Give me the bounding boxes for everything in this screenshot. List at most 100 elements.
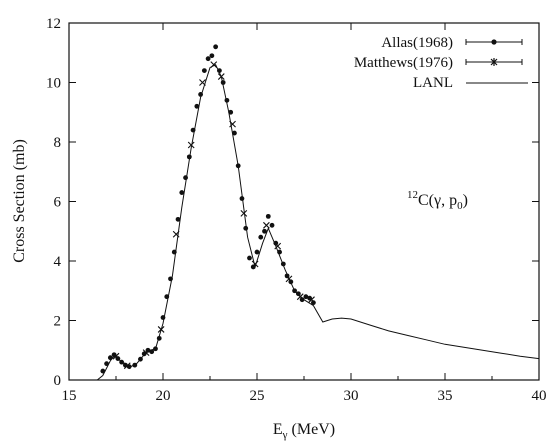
annotation-mass-number: 12: [407, 189, 418, 201]
data-point-allas: [295, 291, 301, 297]
data-point-allas: [235, 163, 241, 169]
data-point-allas: [311, 300, 316, 306]
x-tick-label: 35: [438, 388, 453, 404]
legend-marker-allas: [465, 39, 523, 45]
data-point-matthews: [112, 352, 120, 360]
data-point-matthews: [296, 293, 304, 301]
data-point-allas: [175, 216, 181, 222]
data-point-allas: [156, 335, 162, 341]
data-point-allas: [190, 127, 196, 133]
data-point-allas: [209, 53, 215, 59]
data-point-matthews: [210, 61, 218, 69]
data-point-matthews: [251, 260, 259, 268]
data-point-matthews: [308, 296, 315, 304]
data-point-matthews: [187, 141, 195, 149]
data-point-matthews: [157, 326, 165, 333]
data-points: [100, 44, 316, 374]
x-tick-label: 30: [344, 388, 359, 404]
data-point-allas: [179, 190, 185, 195]
x-tick-label: 40: [532, 388, 547, 404]
data-point-allas: [247, 255, 252, 261]
data-point-allas: [164, 294, 170, 300]
data-point-allas: [277, 249, 282, 255]
x-tick-label: 25: [250, 388, 265, 404]
data-point-allas: [303, 294, 309, 300]
data-point-allas: [138, 356, 143, 362]
data-point-allas: [186, 154, 192, 160]
plot-frame: [68, 22, 540, 381]
data-point-allas: [265, 213, 271, 219]
data-point-allas: [201, 68, 207, 73]
data-point-matthews: [263, 221, 270, 229]
data-point-allas: [153, 346, 158, 352]
data-point-allas: [183, 175, 188, 181]
data-point-matthews: [274, 242, 282, 250]
data-point-allas: [100, 368, 106, 374]
data-point-allas: [299, 297, 305, 303]
data-point-allas: [254, 249, 260, 255]
y-axis-title: Cross Section (mb): [11, 139, 28, 263]
legend-label-allas: Allas(1968): [381, 35, 453, 51]
data-point-allas: [198, 92, 204, 97]
x-axis-title-subscript: γ: [282, 429, 288, 441]
x-axis-title: Eγ (MeV): [273, 421, 335, 441]
y-tick-label: 4: [54, 254, 62, 270]
y-tick-label: 6: [54, 195, 62, 211]
y-tick-label: 0: [54, 373, 62, 389]
data-point-allas: [168, 276, 173, 282]
data-point-allas: [107, 355, 113, 361]
data-point-allas: [284, 273, 290, 279]
data-point-allas: [292, 288, 297, 294]
data-point-allas: [288, 279, 294, 285]
data-point-allas: [228, 109, 234, 115]
x-axis: 15 20 25 30 35 40: [62, 23, 547, 404]
data-point-matthews: [229, 120, 236, 128]
legend: Allas(1968) Matthews(1976) LANL: [354, 35, 528, 91]
data-point-allas: [243, 225, 249, 231]
y-tick-label: 10: [46, 76, 61, 92]
y-axis: 0 2 4 6 8 10 12: [46, 16, 539, 389]
legend-label-matthews: Matthews(1976): [354, 55, 453, 71]
data-point-allas: [232, 130, 237, 136]
data-point-allas: [262, 228, 267, 234]
data-point-allas: [104, 361, 109, 367]
annotation-subscript: 0: [457, 200, 463, 212]
data-point-allas: [273, 240, 279, 246]
reaction-annotation: 12C(γ, p0): [407, 189, 468, 212]
data-point-allas: [205, 56, 211, 62]
data-point-allas: [280, 261, 286, 267]
data-point-allas: [258, 234, 264, 240]
data-point-allas: [224, 97, 230, 103]
data-point-allas: [213, 44, 219, 50]
series-line-lanl: [96, 64, 540, 381]
data-point-matthews: [217, 73, 225, 80]
legend-label-lanl: LANL: [413, 75, 453, 91]
data-point-matthews: [285, 275, 293, 283]
data-point-allas: [160, 315, 166, 320]
data-point-allas: [217, 68, 222, 73]
y-tick-label: 8: [54, 135, 62, 151]
data-point-matthews: [123, 362, 131, 370]
data-point-allas: [220, 80, 226, 85]
y-tick-label: 12: [46, 16, 61, 32]
data-point-matthews: [199, 79, 206, 86]
legend-marker-matthews: [465, 58, 523, 66]
data-point-matthews: [172, 230, 180, 238]
lanl-curve: [96, 64, 540, 381]
data-point-allas: [194, 103, 200, 109]
data-point-allas: [119, 359, 125, 365]
annotation-reaction: C(γ, p: [418, 192, 457, 209]
data-point-matthews: [142, 349, 150, 357]
x-tick-label: 20: [156, 388, 171, 404]
data-point-allas: [239, 196, 245, 201]
annotation-close: ): [463, 192, 468, 209]
x-axis-title-unit: (MeV): [288, 421, 336, 438]
data-point-allas: [149, 349, 155, 355]
data-point-allas: [269, 222, 275, 228]
x-tick-label: 15: [62, 388, 77, 404]
data-point-allas: [250, 264, 256, 270]
data-point-matthews: [240, 210, 248, 217]
data-point-allas: [171, 249, 177, 255]
data-point-allas: [132, 362, 138, 368]
